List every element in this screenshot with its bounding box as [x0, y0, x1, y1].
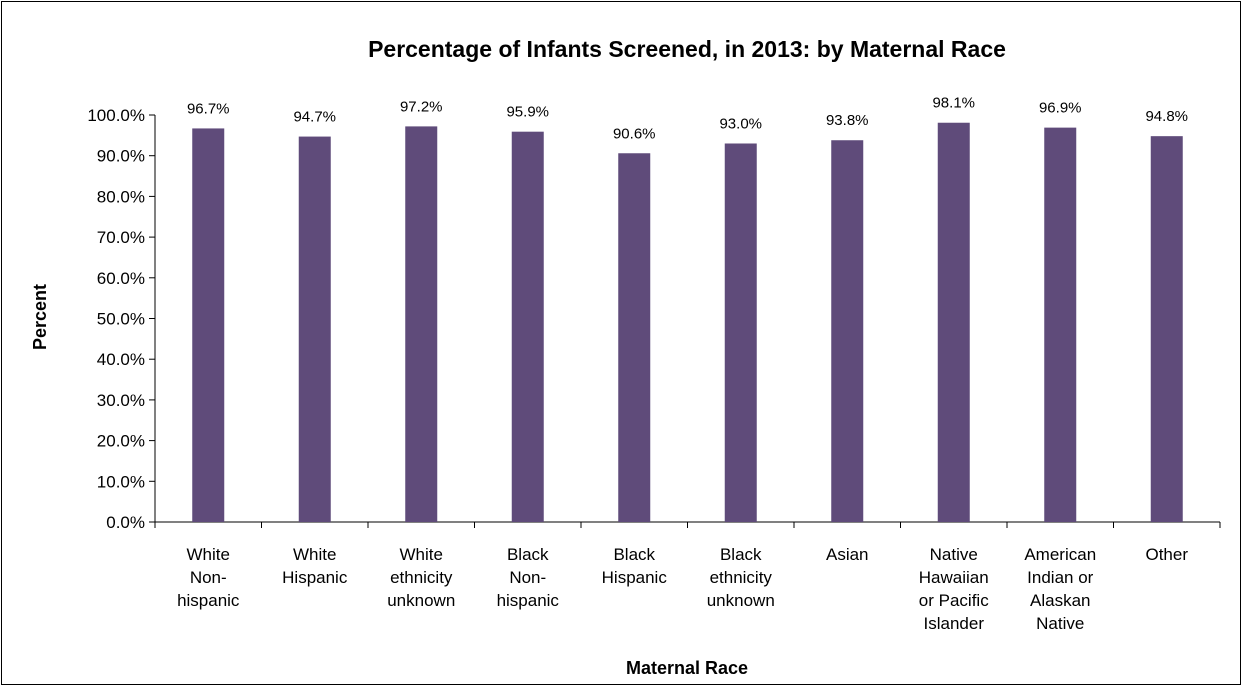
category-label: Black Hispanic: [602, 545, 668, 587]
bar: [192, 128, 225, 522]
y-tick-label: 20.0%: [97, 432, 145, 451]
y-tick-label: 60.0%: [97, 269, 145, 288]
chart-title: Percentage of Infants Screened, in 2013:…: [368, 36, 1006, 62]
y-axis-title: Percent: [30, 284, 50, 350]
data-label: 90.6%: [613, 125, 656, 142]
category-label: Other: [1145, 545, 1188, 564]
category-label: White ethnicity unknown: [387, 545, 455, 610]
category-label: American Indian or Alaskan Native: [1024, 545, 1096, 633]
bar: [298, 136, 331, 523]
category-label: Asian: [826, 545, 869, 564]
bar: [511, 131, 544, 522]
category-label: Black Non-hispanic: [497, 545, 560, 610]
y-tick-label: 80.0%: [97, 187, 145, 206]
plot-area: 0.0% 10.0% 20.0% 30.0% 40.0% 50.0% 60.0% 70.0% 8…: [87, 95, 1221, 633]
category-label: Black ethnicity unknown: [707, 545, 775, 610]
y-tick-label: 100.0%: [87, 106, 145, 125]
bar: [937, 122, 970, 522]
category-label: Native Hawaiian or Pacific Islander: [919, 545, 989, 633]
data-label: 96.9%: [1039, 100, 1082, 117]
data-label: 97.2%: [400, 98, 443, 115]
bar: [618, 153, 651, 522]
y-tick-label: 0.0%: [106, 513, 145, 532]
category-label: White Hispanic: [282, 545, 348, 587]
data-label: 95.9%: [506, 104, 549, 121]
bar: [724, 143, 757, 523]
data-label: 96.7%: [187, 100, 230, 117]
x-axis-title: Maternal Race: [626, 658, 748, 678]
data-label: 93.0%: [719, 115, 762, 132]
y-tick-label: 50.0%: [97, 310, 145, 329]
y-tick-label: 70.0%: [97, 228, 145, 247]
y-tick-label: 10.0%: [97, 472, 145, 491]
y-tick-label: 40.0%: [97, 350, 145, 369]
bar: [1150, 136, 1183, 522]
y-tick-label: 90.0%: [97, 147, 145, 166]
y-tick-label: 30.0%: [97, 391, 145, 410]
data-label: 98.1%: [932, 95, 975, 112]
data-label: 94.8%: [1145, 108, 1188, 125]
bar: [405, 126, 438, 523]
data-label: 94.7%: [293, 109, 336, 126]
bar: [1044, 127, 1077, 522]
category-label: White Non-hispanic: [177, 545, 240, 610]
bar: [831, 140, 864, 522]
data-label: 93.8%: [826, 112, 869, 129]
